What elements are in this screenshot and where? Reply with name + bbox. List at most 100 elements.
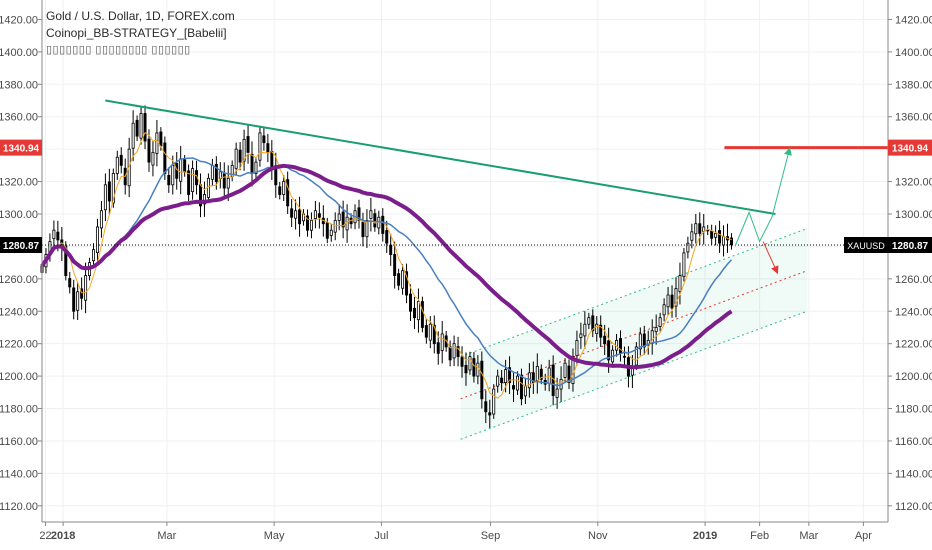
candle-body xyxy=(583,323,587,337)
candle-body xyxy=(214,163,218,182)
candle-body xyxy=(167,175,171,186)
y-tick-label-left: 1200.00 xyxy=(0,371,38,383)
candle-body xyxy=(84,275,88,301)
candle-body xyxy=(401,270,405,289)
y-tick-label-right: 1360.00 xyxy=(895,112,932,124)
target-price-label-left: 1340.94 xyxy=(3,144,40,155)
candle-body xyxy=(191,168,195,193)
x-tick-label: Nov xyxy=(588,530,608,542)
candle-body xyxy=(365,220,369,238)
y-tick-label-left: 1120.00 xyxy=(0,501,38,513)
candle-body xyxy=(397,273,401,286)
candle-body xyxy=(254,161,258,174)
candle-body xyxy=(345,216,349,231)
candle-body xyxy=(385,230,389,244)
y-tick-label-left: 1220.00 xyxy=(0,339,38,351)
candle-body xyxy=(409,293,412,312)
candle-body xyxy=(690,231,694,241)
candle-body xyxy=(448,346,452,361)
candle-body xyxy=(183,159,187,173)
candle-body xyxy=(666,294,670,308)
candle-body xyxy=(92,249,96,262)
candle-body xyxy=(369,210,373,219)
target-price-label-left-bg xyxy=(0,139,42,156)
candle-body xyxy=(575,340,579,357)
y-tick-label-left: 1320.00 xyxy=(0,177,38,189)
candle-body xyxy=(242,139,246,162)
candle-body xyxy=(187,170,191,195)
candle-body xyxy=(523,385,527,397)
regression-channel xyxy=(460,228,808,440)
candle-body xyxy=(329,229,333,236)
candle-body xyxy=(107,181,111,202)
x-tick-label: 2019 xyxy=(693,530,717,542)
candle-body xyxy=(634,346,638,366)
moving-averages xyxy=(40,131,733,399)
candle-body xyxy=(714,233,718,238)
candle-body xyxy=(504,369,508,383)
x-tick-label: Mar xyxy=(157,530,176,542)
grid xyxy=(42,0,888,522)
candle-body xyxy=(76,291,80,311)
scenario-up-arrow xyxy=(734,147,792,247)
candle-body xyxy=(381,215,385,234)
candle-body xyxy=(412,307,416,319)
candle-body xyxy=(159,131,163,147)
candle-body xyxy=(155,132,159,154)
ma-mid-line xyxy=(41,157,733,387)
candle-body xyxy=(555,388,559,398)
chart-legend: Gold / U.S. Dollar, 1D, FOREX.com Coinop… xyxy=(46,8,235,59)
candle-body xyxy=(480,360,484,400)
candle-body xyxy=(131,122,135,149)
candle-body xyxy=(337,213,341,221)
y-tick-label-right: 1320.00 xyxy=(895,177,932,189)
candle-body xyxy=(622,355,626,358)
candle-body xyxy=(226,177,230,189)
symbol-label-bg xyxy=(844,236,888,253)
indicator-label: Coinopi_BB-STRATEGY_[Babelii] xyxy=(46,26,227,40)
candle-body xyxy=(262,135,266,144)
candle-body xyxy=(103,184,107,211)
candle-body xyxy=(357,207,361,221)
indicator-sublabel: ▯▯▯▯▯▯▯ ▯▯▯▯▯▯▯▯ ▯▯▯▯▯▯ xyxy=(46,44,191,56)
candle-body xyxy=(670,294,674,309)
candle-body xyxy=(468,356,472,371)
candle-body xyxy=(516,375,519,391)
candle-body xyxy=(111,173,115,204)
y-tick-label-right: 1180.00 xyxy=(895,404,932,416)
candle-body xyxy=(535,365,539,382)
chart-title: Gold / U.S. Dollar, 1D, FOREX.com xyxy=(46,9,235,23)
y-tick-label-left: 1180.00 xyxy=(0,404,38,416)
candle-body xyxy=(238,149,242,163)
y-tick-label-left: 1260.00 xyxy=(0,274,38,286)
channel-upper-line xyxy=(460,228,808,358)
candle-body xyxy=(222,173,226,189)
y-tick-label-left: 1300.00 xyxy=(0,209,38,221)
candle-body xyxy=(508,367,512,383)
candle-body xyxy=(206,177,210,198)
candle-body xyxy=(678,275,682,292)
candle-body xyxy=(579,333,583,338)
candle-body xyxy=(686,242,690,253)
y-tick-label-left: 1400.00 xyxy=(0,47,38,59)
candle-body xyxy=(171,164,175,186)
candle-body xyxy=(99,210,103,229)
candle-body xyxy=(202,194,206,205)
candle-body xyxy=(567,365,571,383)
channel-fill xyxy=(460,228,808,440)
candle-body xyxy=(682,252,686,277)
candle-body xyxy=(234,148,238,169)
candle-body xyxy=(317,213,321,218)
candle-body xyxy=(147,138,151,163)
x-tick-label: Mar xyxy=(799,530,818,542)
y-tick-label-right: 1260.00 xyxy=(895,274,932,286)
y-tick-label-right: 1420.00 xyxy=(895,14,932,26)
target-price-label-right-bg xyxy=(888,139,932,156)
candle-body xyxy=(519,374,523,400)
candle-body xyxy=(646,340,650,346)
candle-body xyxy=(539,368,543,380)
candle-body xyxy=(270,151,274,169)
